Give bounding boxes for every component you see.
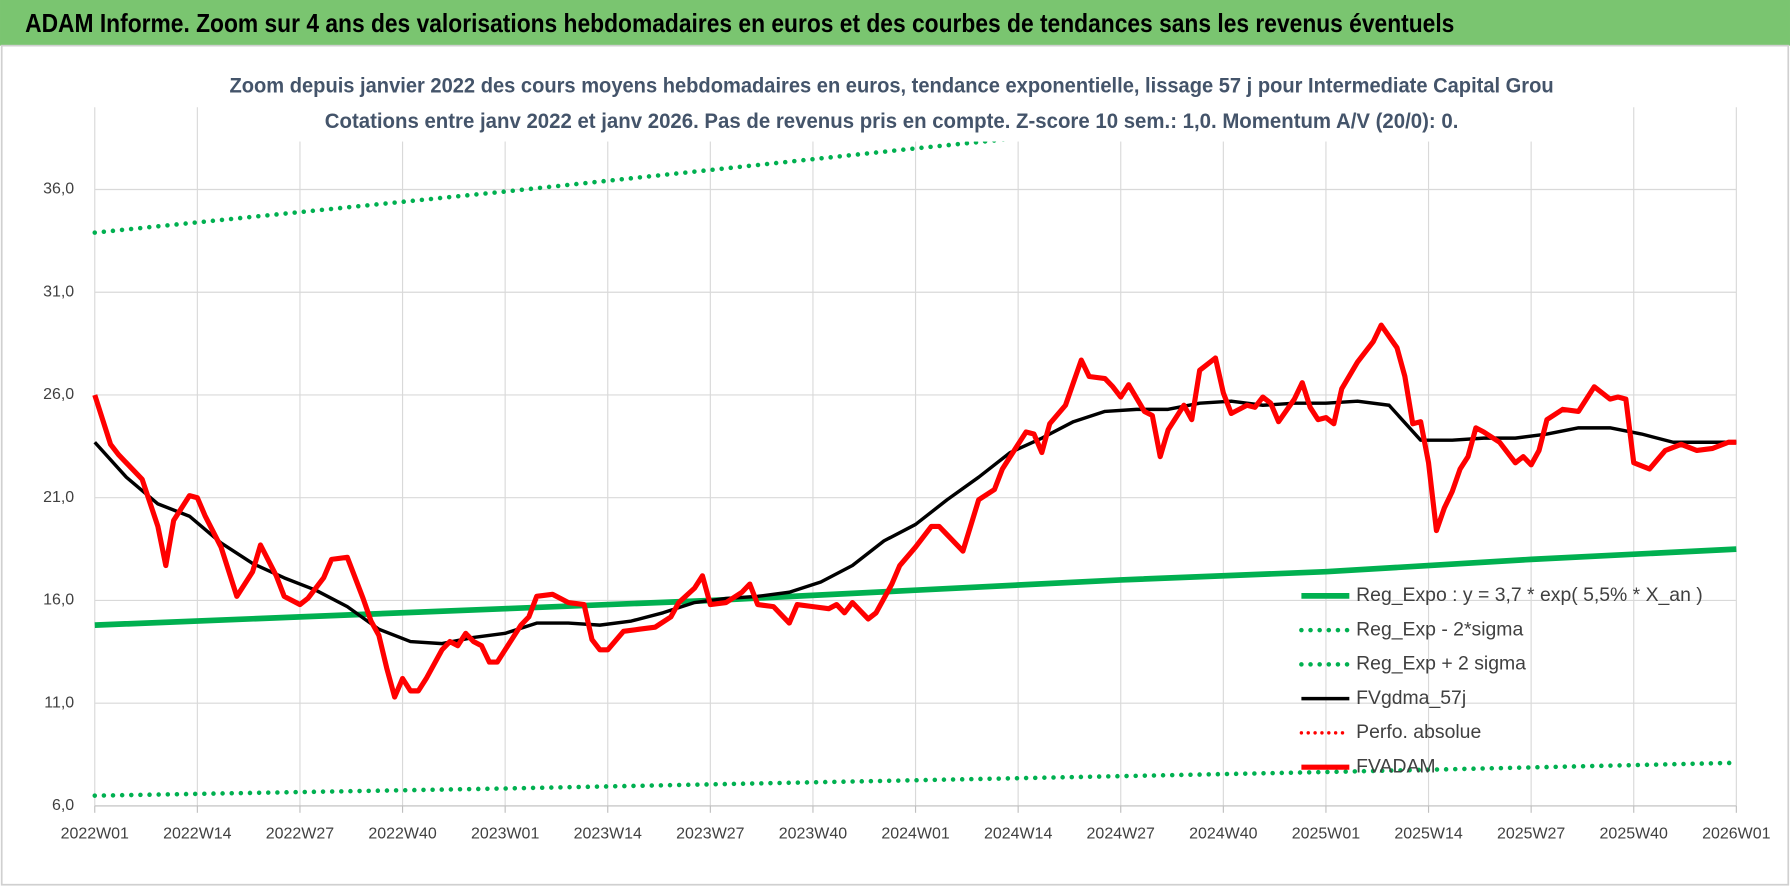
y-tick-label: 21,0 xyxy=(43,489,74,506)
y-tick-label: 11,0 xyxy=(44,694,74,711)
chart-subtitle: Cotations entre janv 2022 et janv 2026. … xyxy=(325,108,1459,133)
series-line xyxy=(92,322,1737,700)
header-title: ADAM Informe. Zoom sur 4 ans des valoris… xyxy=(25,8,1454,38)
x-tick-label: 2024W14 xyxy=(984,826,1052,843)
x-tick-label: 2023W40 xyxy=(779,826,847,843)
plot-area: 6,0 11,0 16,0 21,0 26,0 31,0 36,0 2022W01 2022W1… xyxy=(43,107,1771,843)
header-bar xyxy=(0,0,1790,46)
y-tick-label: 6,0 xyxy=(52,797,74,814)
x-tick-label: 2024W01 xyxy=(881,826,949,843)
legend-label: Reg_Exp + 2 sigma xyxy=(1356,653,1526,675)
chart-frame xyxy=(0,44,1790,886)
x-tick-label: 2022W14 xyxy=(163,826,231,843)
title-background xyxy=(222,66,1559,142)
x-tick-label: 2022W01 xyxy=(61,826,129,843)
x-tick-label: 2022W40 xyxy=(368,826,436,843)
x-tick-label: 2024W27 xyxy=(1087,826,1155,843)
x-tick-label: 2026W01 xyxy=(1702,826,1770,843)
chart-title: Zoom depuis janvier 2022 des cours moyen… xyxy=(229,72,1553,97)
y-tick-label: 31,0 xyxy=(43,283,74,300)
legend-label: FVgdma_57j xyxy=(1356,687,1466,709)
y-tick-label: 36,0 xyxy=(43,181,74,198)
y-tick-label: 16,0 xyxy=(43,592,74,609)
x-tick-label: 2025W01 xyxy=(1292,826,1360,843)
legend-label: Reg_Exp - 2*sigma xyxy=(1356,618,1523,640)
x-tick-label: 2025W14 xyxy=(1394,826,1462,843)
legend: Reg_Expo : y = 3,7 * exp( 5,5% * X_an ) R… xyxy=(1299,584,1703,777)
series-line xyxy=(93,399,1737,646)
x-tick-label: 2025W27 xyxy=(1497,826,1565,843)
x-tick-label: 2023W01 xyxy=(471,826,539,843)
legend-label: Reg_Expo : y = 3,7 * exp( 5,5% * X_an ) xyxy=(1356,584,1703,606)
x-tick-label: 2023W14 xyxy=(574,826,642,843)
x-tick-label: 2023W27 xyxy=(676,826,744,843)
x-tick-label: 2024W40 xyxy=(1189,826,1257,843)
series-line xyxy=(92,107,1347,235)
x-tick-label: 2022W27 xyxy=(266,826,334,843)
y-tick-label: 26,0 xyxy=(43,386,74,403)
legend-label: FVADAM xyxy=(1356,755,1435,777)
series-line xyxy=(92,760,1739,798)
legend-label: Perfo. absolue xyxy=(1356,721,1481,743)
x-tick-label: 2025W40 xyxy=(1600,826,1668,843)
